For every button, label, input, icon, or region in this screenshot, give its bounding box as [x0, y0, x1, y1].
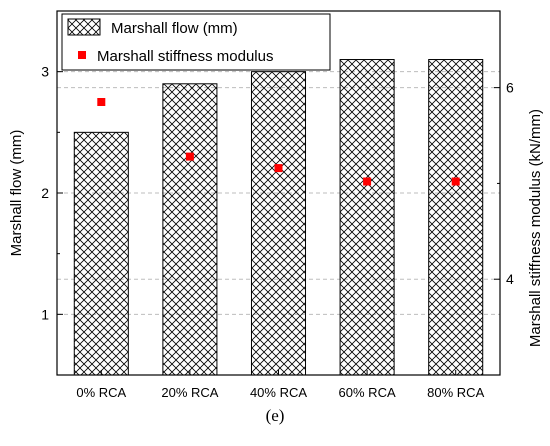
- right-tick-label: 4: [506, 271, 514, 287]
- left-tick-label: 3: [41, 64, 49, 80]
- x-tick-label: 60% RCA: [339, 385, 396, 400]
- legend: Marshall flow (mm) Marshall stiffness mod…: [61, 13, 331, 71]
- left-axis-title: Marshall flow (mm): [8, 130, 25, 257]
- x-tick-label: 20% RCA: [161, 385, 218, 400]
- flow-bar: [73, 131, 129, 376]
- right-tick-label: 6: [506, 80, 514, 96]
- right-axis-title: Marshall stiffness modulus (kN/mm): [527, 109, 544, 347]
- legend-label-flow: Marshall flow (mm): [111, 20, 238, 37]
- flow-bar: [162, 83, 218, 376]
- stiffness-point: [185, 152, 194, 161]
- flow-bar: [339, 59, 395, 376]
- figure-caption: (e): [265, 406, 285, 425]
- flow-bar: [250, 71, 307, 376]
- stiffness-point: [97, 98, 106, 106]
- x-tick-label: 80% RCA: [427, 385, 484, 400]
- flow-bar: [428, 59, 484, 376]
- legend-box: [61, 13, 331, 71]
- x-tick-label: 40% RCA: [250, 385, 307, 400]
- left-tick-label: 2: [41, 185, 49, 201]
- points-layer: [97, 98, 460, 186]
- legend-label-stiffness: Marshall stiffness modulus: [97, 48, 273, 65]
- legend-swatch-stiffness: [78, 51, 86, 59]
- bars-layer: [73, 59, 484, 376]
- left-tick-label: 1: [41, 306, 49, 322]
- legend-swatch-flow: [67, 18, 101, 36]
- stiffness-point: [274, 164, 283, 173]
- stiffness-point: [451, 177, 460, 186]
- grid-layer: [57, 71, 500, 315]
- x-tick-label: 0% RCA: [76, 385, 126, 400]
- stiffness-point: [363, 177, 372, 186]
